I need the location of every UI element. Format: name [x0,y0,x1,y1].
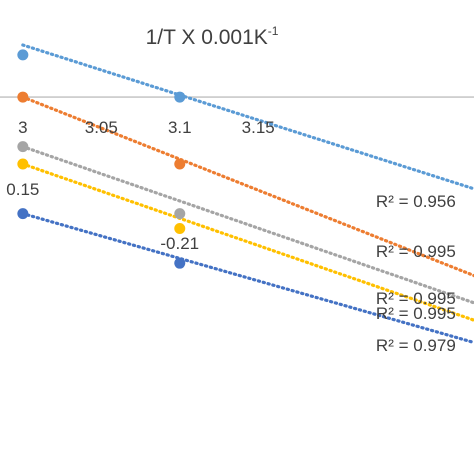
data-point-3-2 [174,208,186,220]
data-value-label: -0.21 [160,234,199,253]
x-tick-label: 3.05 [85,118,118,137]
trendlines [21,43,474,345]
x-tick-label: 3 [18,118,27,137]
data-points [17,49,186,269]
r-squared-label: R² = 0.979 [376,336,456,355]
data-point-4-1 [17,158,29,170]
trendline-2 [21,95,474,278]
chart-title: 1/T X 0.001K-1 [146,24,279,49]
data-point-4-2 [174,222,186,234]
data-point-5-2 [174,257,186,269]
x-tick-label: 3.15 [242,118,275,137]
x-tick-labels: 3 3.05 3.1 3.15 [18,118,275,137]
data-point-3-1 [17,141,29,153]
data-point-1-1 [17,49,29,61]
r-squared-label: R² = 0.995 [376,304,456,323]
data-point-2-1 [17,91,29,103]
r-squared-label: R² = 0.995 [376,289,456,308]
data-point-2-2 [174,158,186,170]
data-labels: 0.15 -0.21 [6,180,199,253]
data-point-1-2 [174,91,186,103]
data-value-label: 0.15 [6,180,39,199]
trendline-4 [21,162,474,322]
r-squared-label: R² = 0.956 [376,192,456,211]
r-squared-label: R² = 0.995 [376,242,456,261]
x-tick-label: 3.1 [168,118,192,137]
trendline-3 [21,145,474,305]
data-point-5-1 [17,208,29,220]
trendline-5 [21,211,474,345]
trendline-1 [21,43,474,191]
